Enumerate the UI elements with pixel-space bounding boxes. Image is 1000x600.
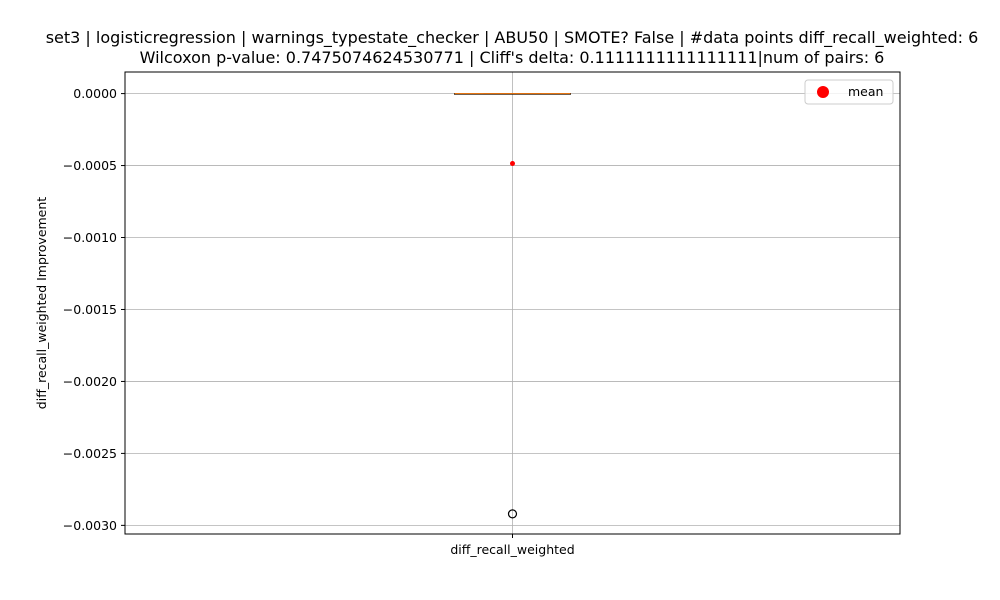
y-axis-label: diff_recall_weighted Improvement	[34, 197, 49, 409]
x-tick-label: diff_recall_weighted	[450, 542, 574, 557]
y-tick-label: −0.0030	[63, 518, 117, 533]
y-tick-label: −0.0010	[63, 230, 117, 245]
tick-layer: 0.0000 −0.0005 −0.0010 −0.0015 −0.0020 −0.002…	[63, 86, 575, 557]
legend-mean-marker	[817, 86, 829, 98]
y-tick-label: −0.0005	[63, 158, 117, 173]
chart-title-line-2: Wilcoxon p-value: 0.7475074624530771 | C…	[140, 48, 885, 67]
y-tick-label: −0.0015	[63, 302, 117, 317]
legend-mean-label: mean	[848, 84, 883, 99]
grid-layer	[125, 72, 900, 534]
plot-layer	[454, 93, 571, 519]
chart-title-line-1: set3 | logisticregression | warnings_typ…	[46, 28, 979, 48]
outlier-point	[507, 509, 518, 519]
y-tick-label: −0.0025	[63, 446, 117, 461]
y-tick-label: 0.0000	[73, 86, 117, 101]
mean-marker	[510, 161, 515, 167]
legend-box	[804, 79, 894, 105]
legend: mean	[804, 79, 894, 105]
y-tick-label: −0.0020	[63, 374, 117, 389]
